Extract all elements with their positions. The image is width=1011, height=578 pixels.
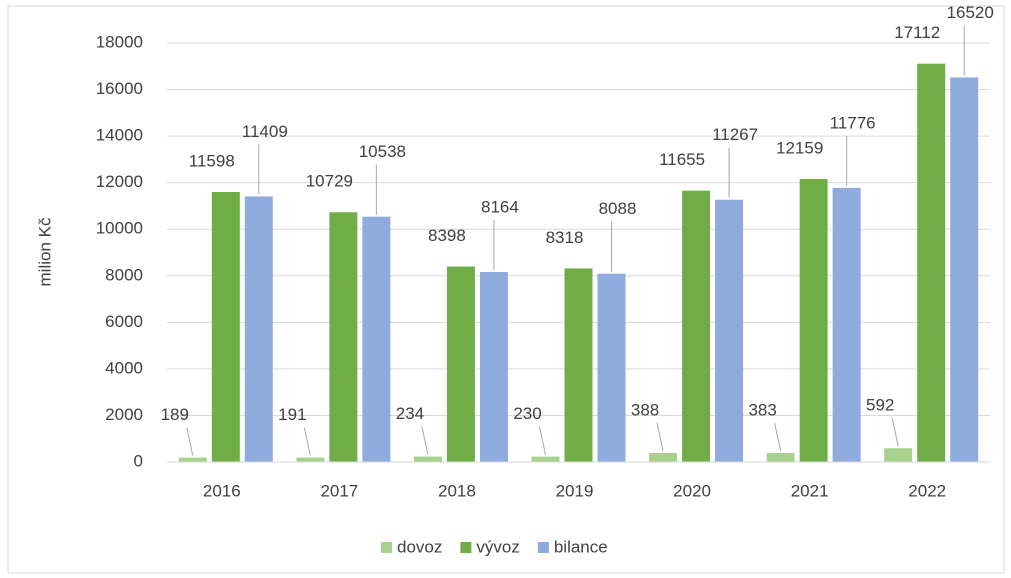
- x-tick-label: 2017: [320, 481, 358, 500]
- data-label: 191: [278, 405, 306, 424]
- y-tick-label: 18000: [96, 32, 143, 51]
- x-tick-label: 2022: [908, 481, 946, 500]
- data-label: 11655: [659, 150, 705, 169]
- bar: [682, 190, 711, 462]
- y-tick-label: 8000: [105, 265, 143, 284]
- bar: [950, 77, 979, 462]
- y-tick-label: 10000: [96, 219, 143, 238]
- x-tick-label: 2020: [673, 481, 711, 500]
- bar: [211, 192, 240, 462]
- data-label: 592: [866, 396, 894, 415]
- bar: [531, 456, 560, 462]
- data-label: 16520: [947, 3, 994, 22]
- y-tick-label: 2000: [105, 405, 143, 424]
- bar: [649, 452, 678, 462]
- bar: [178, 457, 207, 462]
- legend-swatch: [381, 542, 392, 553]
- data-label: 8164: [481, 197, 519, 216]
- x-tick-label: 2016: [203, 481, 241, 500]
- data-label: 8318: [546, 228, 584, 247]
- y-tick-label: 12000: [96, 172, 143, 191]
- bar: [715, 199, 744, 462]
- y-tick-label: 4000: [105, 358, 143, 377]
- legend-swatch: [460, 542, 472, 553]
- data-label: 11409: [242, 122, 288, 141]
- bar: [832, 187, 861, 462]
- data-label: 189: [161, 405, 189, 424]
- data-label: 10538: [359, 142, 406, 161]
- bar: [917, 63, 946, 463]
- bar: [244, 196, 273, 462]
- data-label: 230: [513, 404, 541, 423]
- bar: [413, 456, 442, 462]
- bar: [479, 271, 508, 462]
- y-tick-label: 16000: [96, 79, 143, 98]
- data-label: 383: [748, 401, 776, 420]
- bar: [362, 216, 391, 462]
- leader-line: [774, 422, 782, 452]
- data-label: 388: [631, 400, 659, 419]
- legend-label: bilance: [554, 537, 608, 556]
- bar: [446, 266, 475, 462]
- leader-line: [891, 418, 899, 447]
- y-axis-title: milion Kč: [35, 217, 54, 286]
- leader-line: [303, 427, 311, 456]
- data-label: 8398: [428, 226, 466, 245]
- x-tick-label: 2019: [556, 481, 594, 500]
- leader-line: [186, 427, 194, 456]
- data-label: 234: [396, 404, 424, 423]
- data-label: 10729: [306, 172, 353, 191]
- bar: [766, 453, 795, 462]
- data-label: 12159: [776, 138, 823, 157]
- legend-swatch: [537, 542, 549, 553]
- data-label: 8088: [599, 199, 637, 218]
- y-tick-label: 0: [134, 451, 143, 470]
- leader-line: [539, 426, 546, 455]
- x-tick-label: 2021: [791, 481, 829, 500]
- bar: [296, 457, 325, 462]
- chart-frame: [7, 5, 1005, 574]
- data-label: 17112: [894, 23, 940, 42]
- y-tick-label: 6000: [105, 312, 143, 331]
- data-label: 11267: [712, 125, 758, 144]
- data-label: 11776: [830, 113, 876, 132]
- leader-line: [656, 422, 664, 452]
- y-tick-label: 14000: [96, 126, 143, 145]
- bar: [564, 268, 593, 462]
- bar: [597, 273, 626, 462]
- data-label: 11598: [189, 152, 235, 171]
- bar: [884, 448, 913, 462]
- legend-label: vývoz: [476, 537, 519, 556]
- bar: [799, 178, 828, 462]
- leader-line: [421, 426, 429, 455]
- bar: [329, 212, 358, 462]
- legend-label: dovoz: [397, 537, 442, 556]
- x-tick-label: 2018: [438, 481, 476, 500]
